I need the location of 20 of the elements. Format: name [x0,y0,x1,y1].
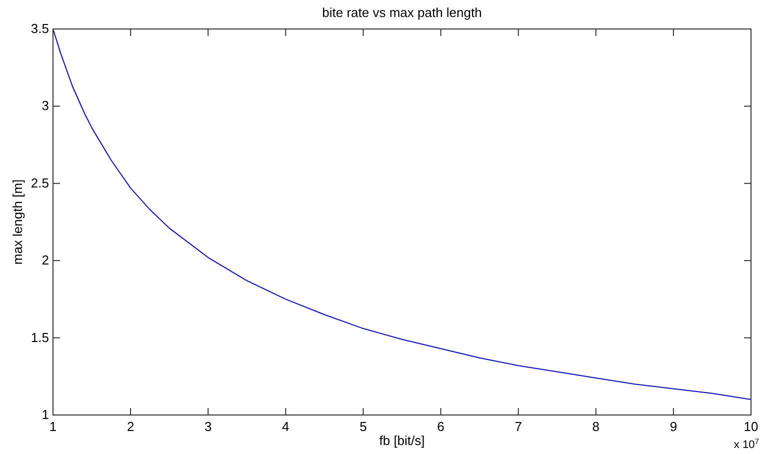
x-tick-label: 10 [744,419,758,434]
y-tick-label: 3.5 [30,21,49,36]
x-axis-title: fb [bit/s] [379,433,425,448]
x-tick-label: 6 [437,419,444,434]
x-tick-label: 9 [670,419,678,434]
y-tick-label: 1.5 [30,330,49,345]
x-tick-label: 8 [592,419,600,434]
line-series [53,28,751,400]
y-tick-label: 3 [42,98,49,114]
y-tick-label: 2.5 [30,175,49,190]
y-tick-label: 2 [42,252,49,268]
x-tick-label: 7 [514,419,522,434]
x-tick-label: 4 [282,419,290,434]
x-tick-label: 2 [126,419,134,434]
x-tick-label: 3 [204,419,212,434]
y-axis-title: max length [m] [10,179,25,265]
text: x 10$^{7}$ [734,436,759,451]
y-tick-label: 1 [42,407,49,422]
x-tick-label: 5 [360,419,367,434]
chart-title: bite rate vs max path length [322,5,482,20]
